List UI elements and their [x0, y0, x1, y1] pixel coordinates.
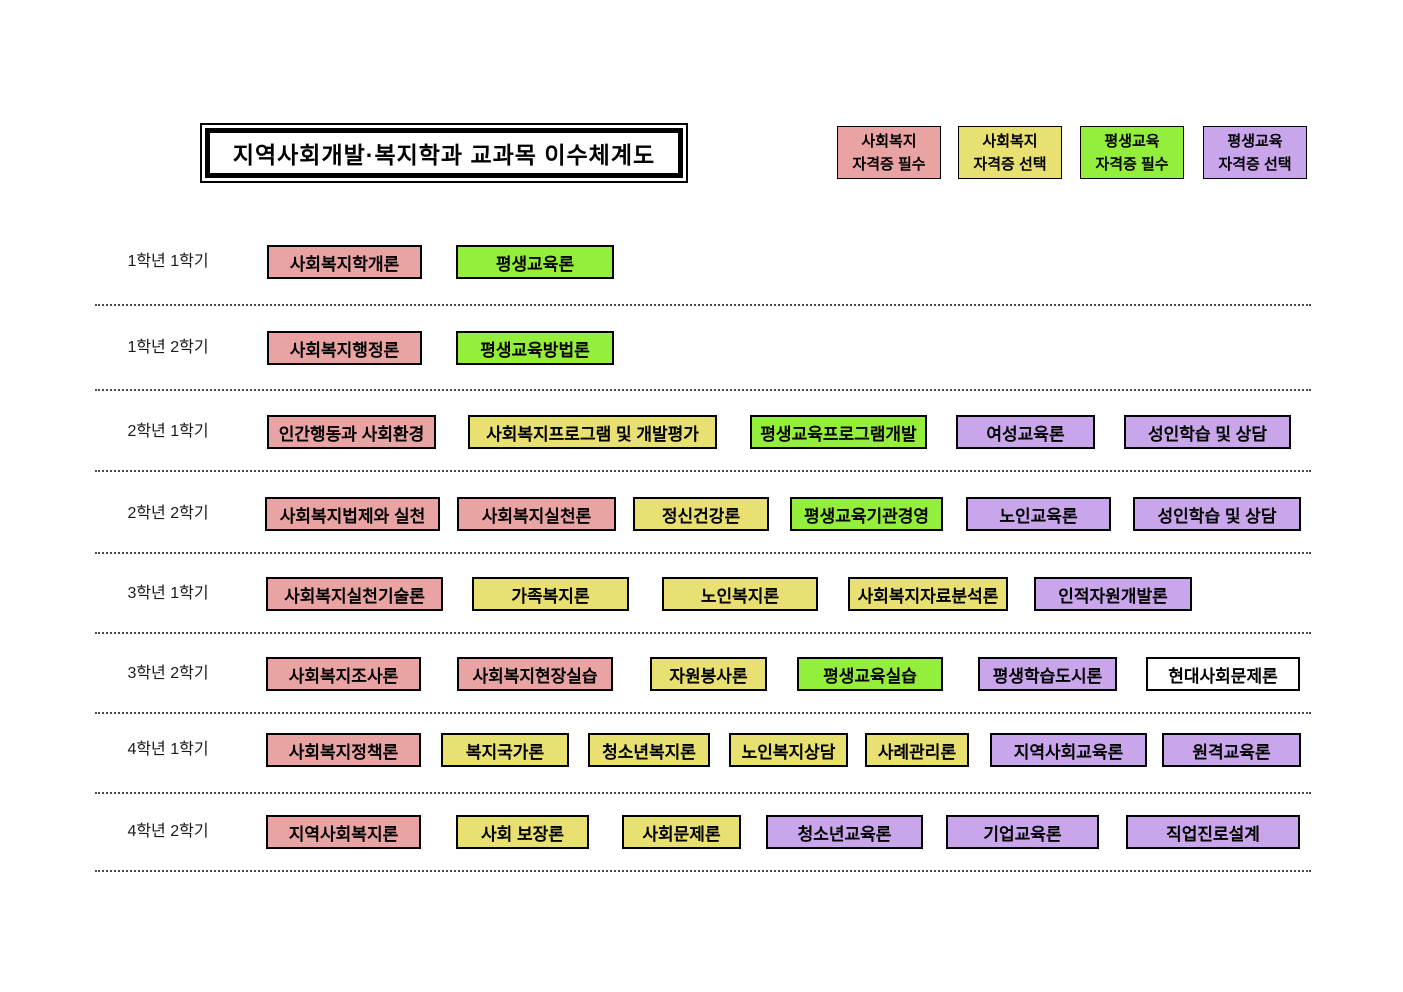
legend-item-le-elective: 평생교육 자격증 선택 [1203, 126, 1307, 179]
course-box: 원격교육론 [1162, 733, 1301, 767]
legend-item-sw-required: 사회복지 자격증 필수 [837, 126, 941, 179]
legend-line: 자격증 선택 [1218, 155, 1292, 173]
course-box: 지역사회복지론 [266, 815, 421, 849]
course-box: 현대사회문제론 [1146, 657, 1300, 691]
course-box: 성인학습 및 상담 [1133, 497, 1301, 531]
row-separator [95, 552, 1311, 554]
course-box: 사회복지자료분석론 [848, 577, 1008, 611]
semester-label: 4학년 2학기 [127, 823, 209, 840]
course-box: 평생교육프로그램개발 [750, 415, 927, 449]
course-box: 평생교육실습 [797, 657, 943, 691]
course-box: 노인복지상담 [729, 733, 848, 767]
legend-line: 평생교육 [1227, 132, 1283, 150]
course-box: 사회복지정책론 [266, 733, 421, 767]
legend-item-le-required: 평생교육 자격증 필수 [1080, 126, 1184, 179]
course-box: 성인학습 및 상담 [1124, 415, 1291, 449]
row-separator [95, 389, 1311, 391]
course-box: 사회복지조사론 [266, 657, 421, 691]
course-box: 직업진로설계 [1126, 815, 1300, 849]
semester-label: 3학년 2학기 [127, 665, 209, 682]
course-box: 평생교육론 [456, 245, 614, 279]
course-box: 평생교육방법론 [456, 331, 614, 365]
course-box: 청소년복지론 [588, 733, 710, 767]
course-box: 인적자원개발론 [1034, 577, 1192, 611]
legend-line: 사회복지 [982, 132, 1038, 150]
legend-line: 자격증 필수 [1095, 155, 1169, 173]
row-separator [95, 470, 1311, 472]
course-box: 자원봉사론 [650, 657, 767, 691]
semester-label: 2학년 1학기 [127, 423, 209, 440]
page-title-frame: 지역사회개발·복지학과 교과목 이수체계도 [200, 123, 688, 183]
course-box: 사회문제론 [622, 815, 741, 849]
course-box: 사회복지학개론 [267, 245, 422, 279]
course-box: 지역사회교육론 [990, 733, 1147, 767]
legend-line: 자격증 필수 [852, 155, 926, 173]
row-separator [95, 870, 1311, 872]
legend-item-sw-elective: 사회복지 자격증 선택 [958, 126, 1062, 179]
course-box: 사회복지실천기술론 [266, 577, 443, 611]
course-box: 복지국가론 [441, 733, 569, 767]
row-separator [95, 792, 1311, 794]
course-box: 정신건강론 [633, 497, 769, 531]
row-separator [95, 632, 1311, 634]
course-box: 기업교육론 [946, 815, 1099, 849]
course-box: 청소년교육론 [766, 815, 923, 849]
course-box: 인간행동과 사회환경 [267, 415, 436, 449]
semester-label: 3학년 1학기 [127, 585, 209, 602]
page-title: 지역사회개발·복지학과 교과목 이수체계도 [205, 128, 683, 178]
course-box: 평생학습도시론 [978, 657, 1117, 691]
course-box: 여성교육론 [956, 415, 1095, 449]
course-box: 사회복지현장실습 [457, 657, 613, 691]
course-box: 사회복지실천론 [457, 497, 616, 531]
course-box: 사회복지프로그램 및 개발평가 [468, 415, 717, 449]
semester-label: 2학년 2학기 [127, 505, 209, 522]
course-box: 사회 보장론 [456, 815, 589, 849]
course-box: 사회복지행정론 [267, 331, 422, 365]
legend-line: 평생교육 [1104, 132, 1160, 150]
semester-label: 4학년 1학기 [127, 741, 209, 758]
legend-line: 자격증 선택 [973, 155, 1047, 173]
row-separator [95, 304, 1311, 306]
semester-label: 1학년 2학기 [127, 339, 209, 356]
course-box: 노인복지론 [662, 577, 818, 611]
semester-label: 1학년 1학기 [127, 253, 209, 270]
course-box: 평생교육기관경영 [790, 497, 943, 531]
course-box: 사례관리론 [865, 733, 969, 767]
course-box: 가족복지론 [472, 577, 629, 611]
legend-line: 사회복지 [861, 132, 917, 150]
row-separator [95, 712, 1311, 714]
course-box: 노인교육론 [966, 497, 1111, 531]
course-box: 사회복지법제와 실천 [265, 497, 440, 531]
